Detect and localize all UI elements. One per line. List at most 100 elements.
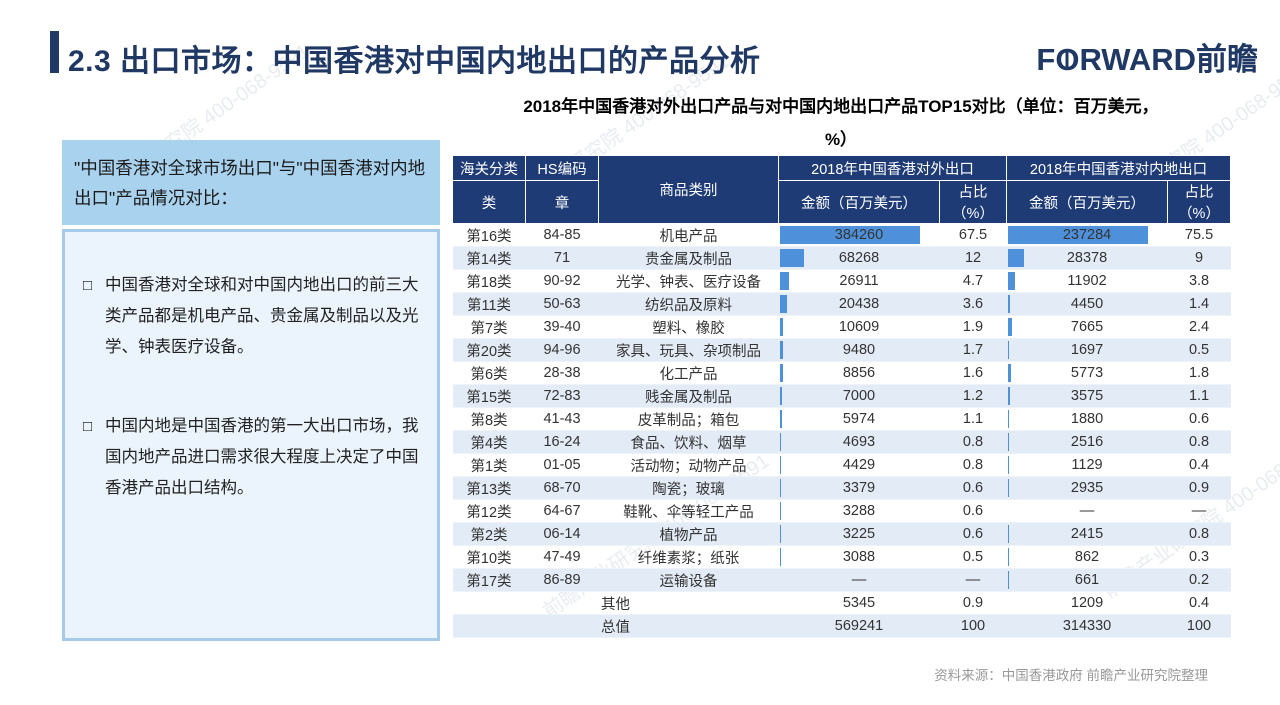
mainland-share-cell: 1.8 <box>1167 361 1231 385</box>
amount-data-bar <box>779 410 782 428</box>
hs-code-cell: 50-63 <box>525 292 599 316</box>
table-title-line2: %） <box>824 130 858 149</box>
mainland-share-cell: 0.3 <box>1167 545 1231 569</box>
total-row: 总值 569241 100 314330 100 <box>452 614 1231 638</box>
amount-value: 314330 <box>1062 618 1112 634</box>
amount-value: 4429 <box>842 457 876 473</box>
world-amount-cell: 3379 <box>778 476 940 500</box>
amount-data-bar <box>1007 456 1009 474</box>
product-cell: 纤维素浆；纸张 <box>598 545 779 569</box>
product-cell: 植物产品 <box>598 522 779 546</box>
customs-class-cell: 第18类 <box>452 269 526 293</box>
customs-class-cell: 第2类 <box>452 522 526 546</box>
amount-value: 5773 <box>1070 365 1104 381</box>
panel-body: □ 中国香港对全球和对中国内地出口的前三大类产品都是机电产品、贵金属及制品以及光… <box>62 229 440 641</box>
product-cell: 家具、玩具、杂项制品 <box>598 338 779 362</box>
world-share-cell: 0.8 <box>939 430 1007 454</box>
page-title: 2.3 出口市场：中国香港对中国内地出口的产品分析 <box>68 45 761 78</box>
product-cell: 光学、钟表、医疗设备 <box>598 269 779 293</box>
mainland-amount-cell: 1880 <box>1006 407 1168 431</box>
world-share-cell: 0.6 <box>939 476 1007 500</box>
hs-code-cell: 64-67 <box>525 499 599 523</box>
amount-value: 11902 <box>1067 273 1107 289</box>
mainland-amount-cell: — <box>1006 499 1168 523</box>
table-row: 第17类 86-89 运输设备 — — 661 0.2 <box>452 568 1231 592</box>
amount-data-bar <box>779 226 920 244</box>
amount-value: 862 <box>1074 549 1100 565</box>
world-amount-cell: 8856 <box>778 361 940 385</box>
customs-class-cell: 第14类 <box>452 246 526 270</box>
product-cell: 纺织品及原料 <box>598 292 779 316</box>
bullet-text: 中国内地是中国香港的第一大出口市场，我国内地产品进口需求很大程度上决定了中国香港… <box>105 417 419 497</box>
product-cell: 化工产品 <box>598 361 779 385</box>
mainland-share-cell: 0.8 <box>1167 430 1231 454</box>
amount-data-bar <box>779 272 790 290</box>
product-cell: 贵金属及制品 <box>598 246 779 270</box>
bullet-item: □ 中国香港对全球和对中国内地出口的前三大类产品都是机电产品、贵金属及制品以及光… <box>83 270 419 363</box>
amount-value: 5345 <box>842 595 876 611</box>
world-share-cell: 0.6 <box>939 522 1007 546</box>
product-cell: 机电产品 <box>598 223 779 247</box>
hs-code-cell: 90-92 <box>525 269 599 293</box>
amount-value: 5974 <box>842 411 876 427</box>
world-share-cell: 1.2 <box>939 384 1007 408</box>
other-row-label: 其他 <box>452 591 779 615</box>
amount-data-bar <box>1007 249 1025 267</box>
product-cell: 食品、饮料、烟草 <box>598 430 779 454</box>
world-amount-cell: 26911 <box>778 269 940 293</box>
table-body: 第16类 84-85 机电产品 384260 67.5 237284 75.5 第14类 71 贵… <box>452 223 1231 638</box>
amount-data-bar <box>1007 295 1011 313</box>
mainland-share-cell: 0.5 <box>1167 338 1231 362</box>
mainland-amount-cell: 1697 <box>1006 338 1168 362</box>
table-row: 第20类 94-96 家具、玩具、杂项制品 9480 1.7 1697 0.5 <box>452 338 1231 362</box>
table-row: 第15类 72-83 贱金属及制品 7000 1.2 3575 1.1 <box>452 384 1231 408</box>
amount-value: 7665 <box>1070 319 1104 335</box>
header-customs-class-bottom: 类 <box>452 180 526 224</box>
mainland-share-cell: 1.1 <box>1167 384 1231 408</box>
amount-value: 237284 <box>1062 227 1112 243</box>
world-amount-cell: 3288 <box>778 499 940 523</box>
hs-code-cell: 28-38 <box>525 361 599 385</box>
amount-data-bar <box>779 456 782 474</box>
world-amount-cell: 3225 <box>778 522 940 546</box>
mainland-share-cell: 2.4 <box>1167 315 1231 339</box>
world-share-cell: 0.8 <box>939 453 1007 477</box>
world-share-cell: 1.7 <box>939 338 1007 362</box>
bullet-text: 中国香港对全球和对中国内地出口的前三大类产品都是机电产品、贵金属及制品以及光学、… <box>105 276 419 356</box>
header-share-2: 占比（%） <box>1167 180 1232 224</box>
world-share-cell: — <box>939 568 1007 592</box>
world-amount-cell: 5345 <box>778 591 940 615</box>
amount-value: 9480 <box>842 342 876 358</box>
world-amount-cell: 4429 <box>778 453 940 477</box>
header-amount-1: 金额（百万美元） <box>778 180 940 224</box>
customs-class-cell: 第20类 <box>452 338 526 362</box>
amount-value: 20438 <box>838 296 880 312</box>
world-share-cell: 67.5 <box>939 223 1007 247</box>
square-bullet-icon: □ <box>83 277 93 294</box>
title-accent-bar <box>50 31 59 73</box>
amount-data-bar <box>1007 525 1009 543</box>
mainland-amount-cell: 661 <box>1006 568 1168 592</box>
mainland-amount-cell: 2516 <box>1006 430 1168 454</box>
customs-class-cell: 第12类 <box>452 499 526 523</box>
table-row: 第7类 39-40 塑料、橡胶 10609 1.9 7665 2.4 <box>452 315 1231 339</box>
bullet-item: □ 中国内地是中国香港的第一大出口市场，我国内地产品进口需求很大程度上决定了中国… <box>83 411 419 504</box>
customs-class-cell: 第17类 <box>452 568 526 592</box>
amount-value: 10609 <box>838 319 880 335</box>
hs-code-cell: 39-40 <box>525 315 599 339</box>
mainland-amount-cell: 5773 <box>1006 361 1168 385</box>
amount-value: 661 <box>1074 572 1100 588</box>
world-amount-cell: 4693 <box>778 430 940 454</box>
world-amount-cell: 569241 <box>778 614 940 638</box>
header-amount-2: 金额（百万美元） <box>1006 180 1169 224</box>
amount-data-bar <box>1007 364 1011 382</box>
mainland-amount-cell: 4450 <box>1006 292 1168 316</box>
mainland-amount-cell: 237284 <box>1006 223 1168 247</box>
amount-value: 1880 <box>1070 411 1104 427</box>
mainland-amount-cell: 1129 <box>1006 453 1168 477</box>
amount-data-bar <box>779 548 781 566</box>
amount-value: 3575 <box>1070 388 1104 404</box>
product-cell: 塑料、橡胶 <box>598 315 779 339</box>
amount-value: 2415 <box>1070 526 1104 542</box>
